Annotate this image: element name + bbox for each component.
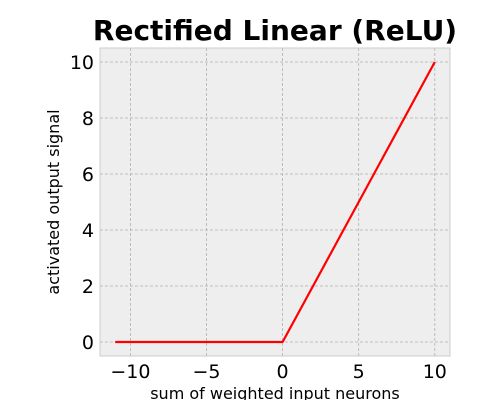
x-tick-label: 0 bbox=[277, 361, 289, 383]
tick-labels: −10 −5 0 5 10 0 2 4 6 8 10 bbox=[70, 52, 447, 383]
x-tick-label: 5 bbox=[353, 361, 365, 383]
y-tick-label: 2 bbox=[82, 276, 94, 298]
grid bbox=[100, 48, 450, 356]
y-tick-label: 8 bbox=[82, 108, 94, 130]
y-tick-label: 0 bbox=[82, 332, 94, 354]
y-tick-label: 4 bbox=[82, 220, 94, 242]
y-tick-label: 10 bbox=[70, 52, 94, 74]
plot-frame bbox=[99, 47, 451, 357]
x-tick-label: −5 bbox=[193, 361, 221, 383]
x-axis-label: sum of weighted input neurons bbox=[150, 384, 400, 400]
x-tick-label: 10 bbox=[423, 361, 447, 383]
y-tick-label: 6 bbox=[82, 164, 94, 186]
plot-area bbox=[100, 48, 450, 356]
relu-line bbox=[115, 61, 436, 344]
y-axis-label: activated output signal bbox=[44, 109, 63, 294]
chart-title: Rectified Linear (ReLU) bbox=[93, 14, 457, 47]
x-tick-label: −10 bbox=[110, 361, 150, 383]
series-layer bbox=[115, 61, 436, 344]
